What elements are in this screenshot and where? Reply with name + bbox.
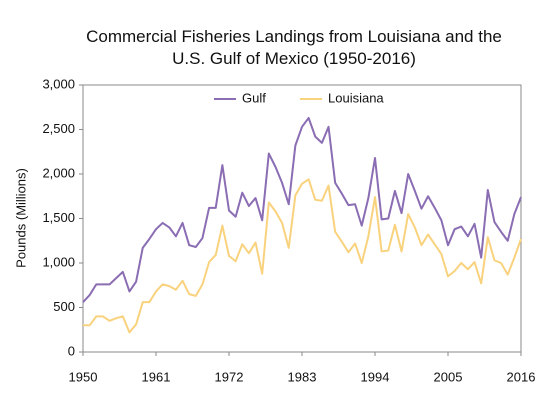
chart-title: Commercial Fisheries Landings from Louis… [86,27,502,68]
legend-label: Louisiana [328,90,384,105]
x-tick-label: 1972 [215,369,244,384]
y-tick-label: 0 [68,343,75,358]
y-tick-label: 1,000 [42,254,75,269]
y-tick-label: 500 [53,299,75,314]
y-tick-label: 3,000 [42,76,75,91]
y-tick-label: 1,500 [42,210,75,225]
data-line [82,116,522,303]
legend-label: Gulf [242,90,266,105]
x-tick-label: 2005 [434,369,463,384]
x-tick-label: 1961 [142,369,171,384]
y-tick-label: 2,000 [42,165,75,180]
x-tick-label: 1994 [361,369,390,384]
y-axis-label: Pounds (Millions) [13,168,28,268]
data-line [83,178,522,334]
x-tick-label: 1983 [288,369,317,384]
x-tick-label: 1950 [69,369,98,384]
y-tick-label: 2,500 [42,121,75,136]
x-tick-label: 2016 [507,369,536,384]
plot-frame [82,84,522,353]
